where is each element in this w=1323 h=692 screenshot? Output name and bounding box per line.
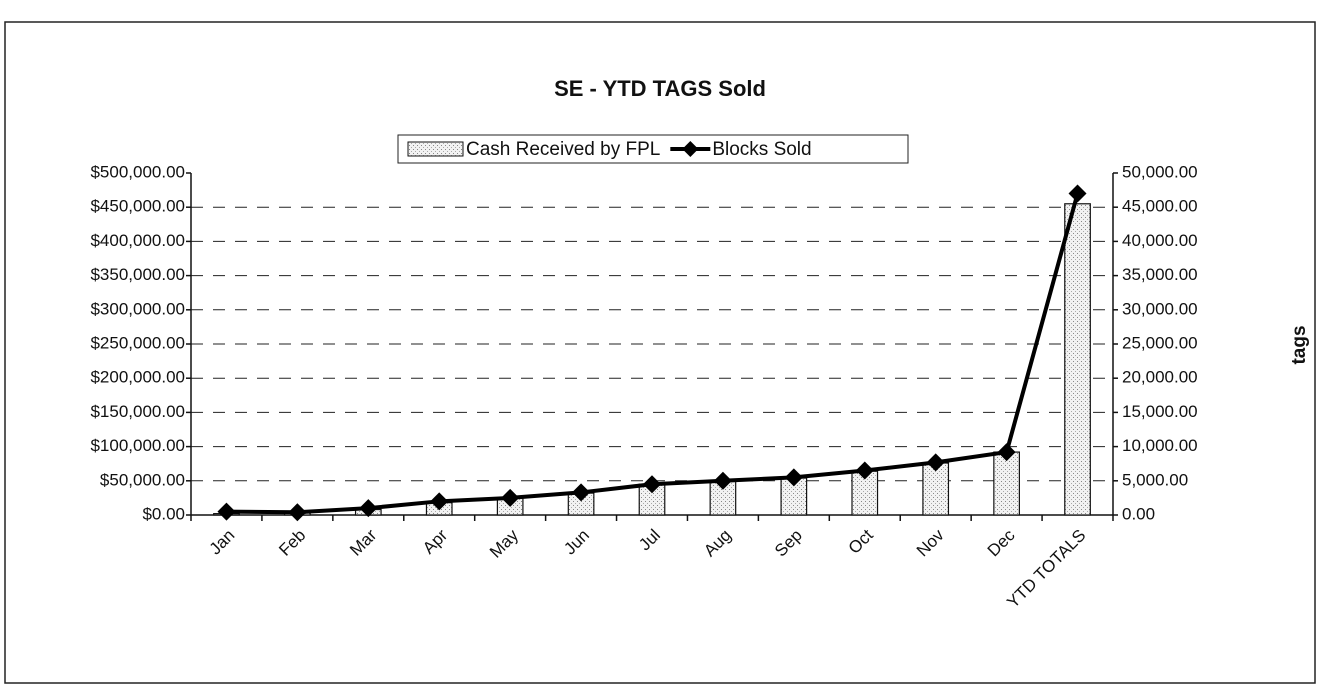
y-tick-label: $50,000.00 <box>100 470 185 489</box>
y2-tick-label: 30,000.00 <box>1122 299 1198 318</box>
legend-label: Cash Received by FPL <box>466 139 660 160</box>
marker <box>713 471 732 490</box>
y2-tick-label: 0.00 <box>1122 504 1155 523</box>
y2-tick-label: 40,000.00 <box>1122 231 1198 250</box>
y-tick-label: $0.00 <box>142 504 185 523</box>
legend-swatch <box>407 141 464 157</box>
y2-tick-label: 45,000.00 <box>1122 197 1198 216</box>
marker <box>288 503 307 522</box>
y2-tick-label: 50,000.00 <box>1122 162 1198 181</box>
y-tick-label: $200,000.00 <box>90 368 185 387</box>
marker <box>997 443 1016 462</box>
marker <box>572 483 591 502</box>
y-tick-label: $350,000.00 <box>90 265 185 284</box>
y2-tick-label: 10,000.00 <box>1122 436 1198 455</box>
marker <box>926 453 945 472</box>
y-tick-label: $100,000.00 <box>90 436 185 455</box>
marker <box>217 502 236 521</box>
y2-tick-label: 35,000.00 <box>1122 265 1198 284</box>
legend-box <box>397 134 909 164</box>
y2-tick-label: 15,000.00 <box>1122 402 1198 421</box>
marker <box>1068 184 1087 203</box>
marker <box>359 499 378 518</box>
chart-title: SE - YTD TAGS Sold <box>554 76 766 101</box>
y2-tick-label: 20,000.00 <box>1122 368 1198 387</box>
legend-marker <box>682 141 699 157</box>
y-tick-label: $400,000.00 <box>90 231 185 250</box>
y-tick-label: $250,000.00 <box>90 333 185 352</box>
bar <box>993 451 1020 516</box>
legend-label: Blocks Sold <box>712 139 811 160</box>
marker <box>501 488 520 507</box>
marker <box>784 468 803 487</box>
marker <box>855 461 874 480</box>
y2-tick-label: 25,000.00 <box>1122 333 1198 352</box>
y2-tick-label: 5,000.00 <box>1122 470 1188 489</box>
bar <box>922 462 950 516</box>
y-tick-label: $500,000.00 <box>90 162 185 181</box>
y-tick-label: $450,000.00 <box>90 197 185 216</box>
bar <box>1064 203 1091 516</box>
y-tick-label: $300,000.00 <box>90 299 185 318</box>
legend: Cash Received by FPL Blocks Sold <box>407 139 812 160</box>
y-tick-label: $150,000.00 <box>90 402 185 421</box>
chart-border <box>4 21 1316 684</box>
marker <box>430 492 449 511</box>
y2-axis-label: tags <box>1289 325 1310 364</box>
marker <box>643 475 661 494</box>
